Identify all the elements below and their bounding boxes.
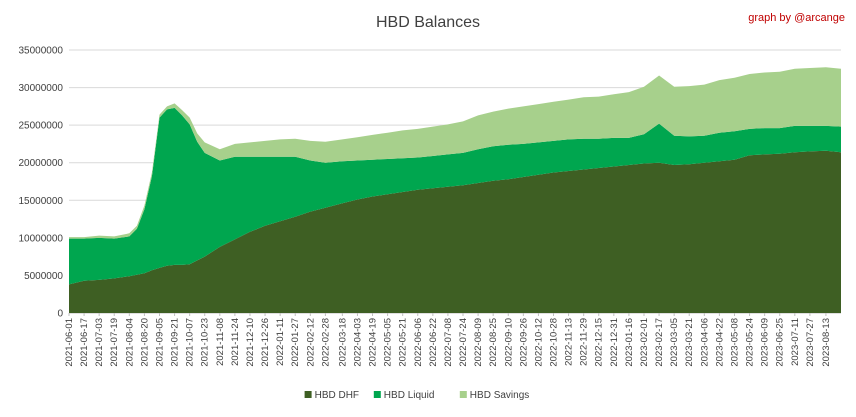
x-tick-label-43: 2023-04-22 [714,318,725,367]
y-tick-label-5: 25000000 [19,121,64,132]
legend-label-2: HBD Savings [470,390,529,401]
series-area-1 [69,107,841,285]
x-tick-label-1: 2021-06-17 [79,318,90,367]
x-tick-label-8: 2021-10-07 [185,318,196,367]
x-tick-label-15: 2022-01-27 [290,318,301,367]
x-tick-label-48: 2023-07-11 [790,318,801,366]
x-tick-label-47: 2023-06-25 [775,318,786,367]
x-tick-label-16: 2022-02-12 [305,318,316,367]
x-tick-label-40: 2023-03-05 [669,318,680,367]
x-tick-label-37: 2023-01-16 [624,318,635,367]
x-tick-label-5: 2021-08-20 [139,318,150,367]
x-tick-label-11: 2021-11-24 [230,318,241,366]
chart-title: HBD Balances [376,14,480,31]
x-tick-label-50: 2023-08-13 [821,318,832,367]
x-tick-label-36: 2022-12-31 [609,318,620,367]
legend-swatch-2 [459,391,467,398]
legend-label-1: HBD Liquid [384,390,435,401]
x-tick-label-39: 2023-02-17 [654,318,665,367]
x-tick-label-31: 2022-10-12 [533,318,544,367]
legend-swatch-1 [373,391,381,398]
x-tick-label-46: 2023-06-09 [760,318,771,367]
x-tick-label-30: 2022-09-26 [518,318,529,367]
y-axis-ticks: 0 5000000 10000000 15000000 20000000 25000000… [19,46,64,320]
x-tick-label-34: 2022-11-29 [579,318,590,366]
y-tick-label-2: 10000000 [19,233,64,244]
x-tick-label-35: 2022-12-15 [594,318,605,367]
x-tick-label-22: 2022-05-21 [398,318,409,367]
x-tick-label-32: 2022-10-28 [549,318,560,367]
x-tick-label-3: 2021-07-19 [109,318,120,367]
x-tick-label-7: 2021-09-21 [170,318,181,367]
y-tick-label-6: 30000000 [19,83,64,94]
y-tick-label-7: 35000000 [19,46,64,57]
legend-swatch-0 [304,391,312,398]
y-tick-label-0: 0 [57,309,63,320]
x-tick-label-20: 2022-04-19 [368,318,379,367]
x-tick-label-0: 2021-06-01 [64,318,75,367]
x-tick-label-19: 2022-04-03 [352,318,363,367]
x-tick-label-25: 2022-07-08 [443,318,454,367]
series-area-2 [69,67,841,239]
x-tick-label-2: 2021-07-03 [94,318,105,367]
x-tick-label-12: 2021-12-10 [245,318,256,367]
x-tick-label-4: 2021-08-04 [124,318,135,367]
x-tick-label-9: 2021-10-23 [200,318,211,367]
series-areas [69,67,841,313]
y-tick-label-3: 15000000 [19,196,64,207]
legend-label-0: HBD DHF [315,390,359,401]
x-tick-label-10: 2021-11-08 [215,318,226,366]
x-tick-label-6: 2021-09-05 [154,318,165,367]
y-tick-label-4: 20000000 [19,158,64,169]
x-tick-label-29: 2022-09-10 [503,318,514,367]
series-area-0 [69,150,841,313]
x-tick-label-45: 2023-05-24 [745,318,756,367]
x-tick-label-24: 2022-06-22 [428,318,439,367]
x-tick-label-44: 2023-05-08 [729,318,740,367]
legend: HBD DHF HBD Liquid HBD Savings [304,390,529,401]
x-tick-label-17: 2022-02-28 [320,318,331,367]
x-tick-label-38: 2023-02-01 [639,318,650,367]
x-tick-label-23: 2022-06-06 [413,318,424,367]
x-tick-label-13: 2021-12-26 [260,318,271,367]
x-tick-label-26: 2022-07-24 [458,318,469,367]
x-tick-label-27: 2022-08-09 [473,318,484,367]
x-tick-label-14: 2022-01-11 [275,318,286,366]
x-axis-ticks: 2021-06-01 2021-06-17 2021-07-03 2021-07-19… [64,313,832,367]
x-tick-label-28: 2022-08-25 [488,318,499,367]
x-tick-label-18: 2022-03-18 [337,318,348,367]
x-tick-label-33: 2022-11-13 [564,318,575,366]
x-tick-label-49: 2023-07-27 [805,318,816,367]
chart-credit: graph by @arcange [748,12,845,24]
x-tick-label-42: 2023-04-06 [699,318,710,367]
x-tick-label-21: 2022-05-05 [383,318,394,367]
x-tick-label-41: 2023-03-21 [684,318,695,367]
y-tick-label-1: 5000000 [24,271,63,282]
